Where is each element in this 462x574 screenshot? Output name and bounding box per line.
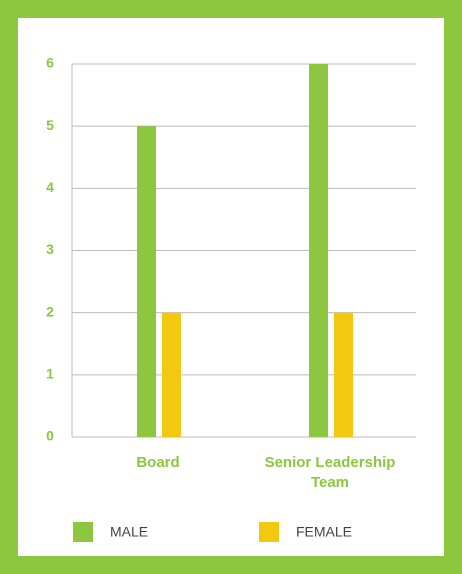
legend-swatch [259, 522, 279, 542]
y-tick-label: 1 [46, 366, 54, 382]
bar [309, 64, 328, 437]
y-tick-label: 2 [46, 303, 54, 319]
bar [137, 126, 156, 438]
y-tick-label: 6 [46, 55, 54, 71]
legend-label: FEMALE [296, 524, 352, 540]
y-tick-label: 5 [46, 117, 54, 133]
legend-label: MALE [110, 524, 148, 540]
y-tick-label: 4 [46, 179, 54, 195]
bar [334, 312, 353, 437]
x-tick-label: Board [136, 454, 180, 471]
y-tick-label: 0 [46, 428, 54, 444]
x-tick-label: Senior Leadership Team [264, 454, 396, 491]
legend-swatch [73, 522, 93, 542]
bar [162, 312, 181, 437]
panel [18, 18, 444, 556]
y-tick-label: 3 [46, 241, 54, 257]
